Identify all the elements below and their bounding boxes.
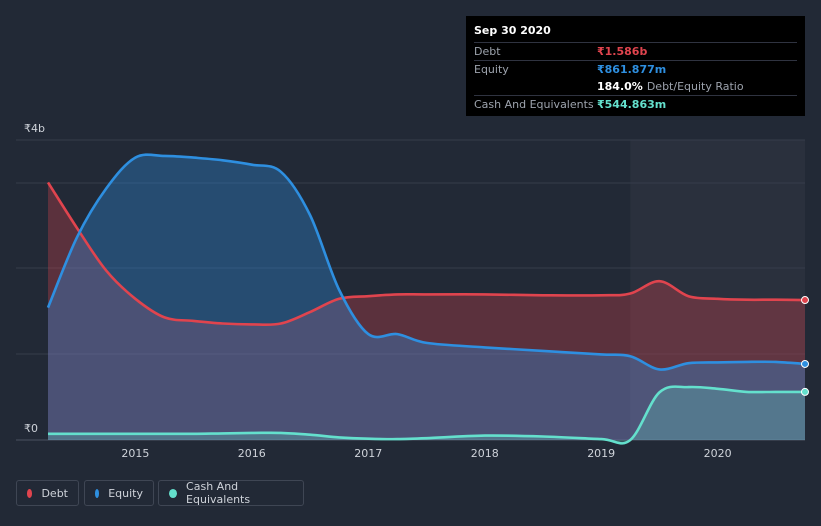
legend-item-debt[interactable]: Debt xyxy=(16,480,79,506)
x-axis: 2015 2016 2017 2018 2019 2020 xyxy=(121,447,731,460)
x-tick-label: 2019 xyxy=(587,447,615,460)
legend-equity-dot-icon xyxy=(95,488,100,498)
equity-line xyxy=(46,153,806,371)
tooltip-row-debt: Debt ₹1.586b xyxy=(474,42,797,60)
equity-area xyxy=(48,154,805,441)
tooltip-ratio-label: Debt/Equity Ratio xyxy=(646,80,744,93)
legend-debt-label: Debt xyxy=(41,486,68,500)
tooltip-date: Sep 30 2020 xyxy=(474,24,551,37)
tooltip-panel: Sep 30 2020 Debt ₹1.586b Equity ₹861.877… xyxy=(466,16,805,116)
cash-area xyxy=(48,386,805,444)
area-fills xyxy=(48,154,805,444)
tooltip-row-cash: Cash And Equivalents ₹544.863m xyxy=(474,95,797,113)
debt-line xyxy=(46,181,806,327)
debt-end-marker xyxy=(801,296,809,305)
end-markers xyxy=(801,296,809,396)
tooltip-row-equity: Equity ₹861.877m xyxy=(474,60,797,78)
legend-cash-label: Cash And Equivalents xyxy=(186,480,251,506)
y-tick-label-top: ₹4b xyxy=(24,122,45,135)
tooltip-equity-label: Equity xyxy=(474,63,509,76)
legend-cash-dot-icon xyxy=(169,488,178,498)
tooltip-debt-label: Debt xyxy=(474,45,501,58)
x-tick-label: 2018 xyxy=(471,447,499,460)
tooltip-ratio-value: 184.0% xyxy=(597,80,643,93)
equity-end-marker xyxy=(801,359,809,368)
debt-area xyxy=(48,182,805,440)
tooltip-cash-value: ₹544.863m xyxy=(597,98,667,111)
legend-item-equity[interactable]: Equity xyxy=(84,480,154,506)
tooltip-equity-value: ₹861.877m xyxy=(597,63,667,76)
x-tick-label: 2020 xyxy=(704,447,732,460)
x-tick-label: 2017 xyxy=(354,447,382,460)
tooltip-debt-value: ₹1.586b xyxy=(597,45,648,58)
grid-lines xyxy=(16,139,805,441)
tooltip-row-ratio: 184.0% Debt/Equity Ratio xyxy=(474,78,797,95)
legend-item-cash[interactable]: Cash And Equivalents xyxy=(158,480,304,506)
cash-line xyxy=(47,385,805,445)
x-tick-label: 2015 xyxy=(121,447,149,460)
y-tick-label-zero: ₹0 xyxy=(24,422,38,435)
series-lines xyxy=(46,153,806,445)
legend-debt-dot-icon xyxy=(27,488,33,498)
tooltip-cash-label: Cash And Equivalents xyxy=(474,98,594,111)
cash-end-marker xyxy=(801,387,809,396)
x-tick-label: 2016 xyxy=(238,447,266,460)
legend-equity-label: Equity xyxy=(108,486,143,500)
